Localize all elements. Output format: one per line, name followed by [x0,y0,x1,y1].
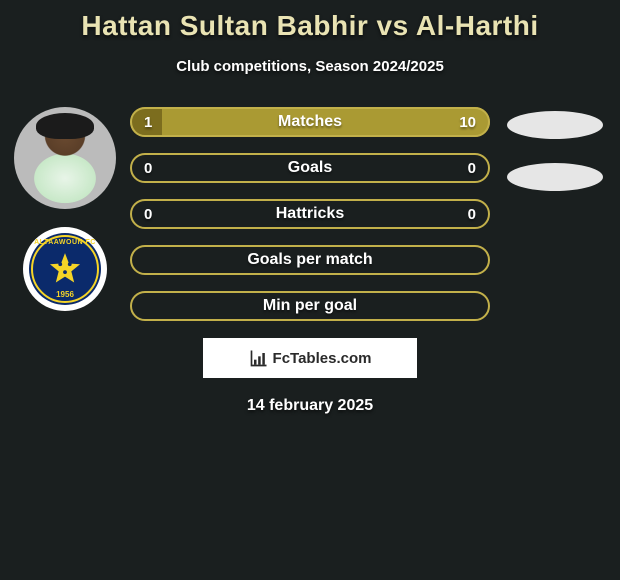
club-name: ALTAAWOUN FC [29,239,101,246]
stat-label: Goals [130,153,490,183]
stat-label: Goals per match [130,245,490,275]
date: 14 february 2025 [0,397,620,415]
stat-bars: 110Matches 00Goals 00Hattricks Goals per ma… [130,107,490,321]
stat-label: Min per goal [130,291,490,321]
stat-row: Goals per match [130,245,490,275]
player2-club-placeholder [507,163,603,191]
stat-row: Min per goal [130,291,490,321]
stat-row: 00Goals [130,153,490,183]
page-title: Hattan Sultan Babhir vs Al-Harthi [0,0,620,42]
chart-icon [249,348,269,368]
stat-label: Hattricks [130,199,490,229]
footer-site: FcTables.com [273,350,372,367]
stat-label: Matches [130,107,490,137]
stat-row: 00Hattricks [130,199,490,229]
comparison-content: ALTAAWOUN FC 1956 110Matches 00Goals 00Hat… [0,107,620,321]
left-column: ALTAAWOUN FC 1956 [10,107,120,311]
club-year: 1956 [29,290,101,299]
player1-club-badge: ALTAAWOUN FC 1956 [23,227,107,311]
subtitle: Club competitions, Season 2024/2025 [0,58,620,75]
right-column [500,107,610,191]
footer-attribution: FcTables.com [202,337,418,379]
stat-row: 110Matches [130,107,490,137]
player2-avatar-placeholder [507,111,603,139]
player1-avatar [14,107,116,209]
club-star-icon [46,250,84,288]
